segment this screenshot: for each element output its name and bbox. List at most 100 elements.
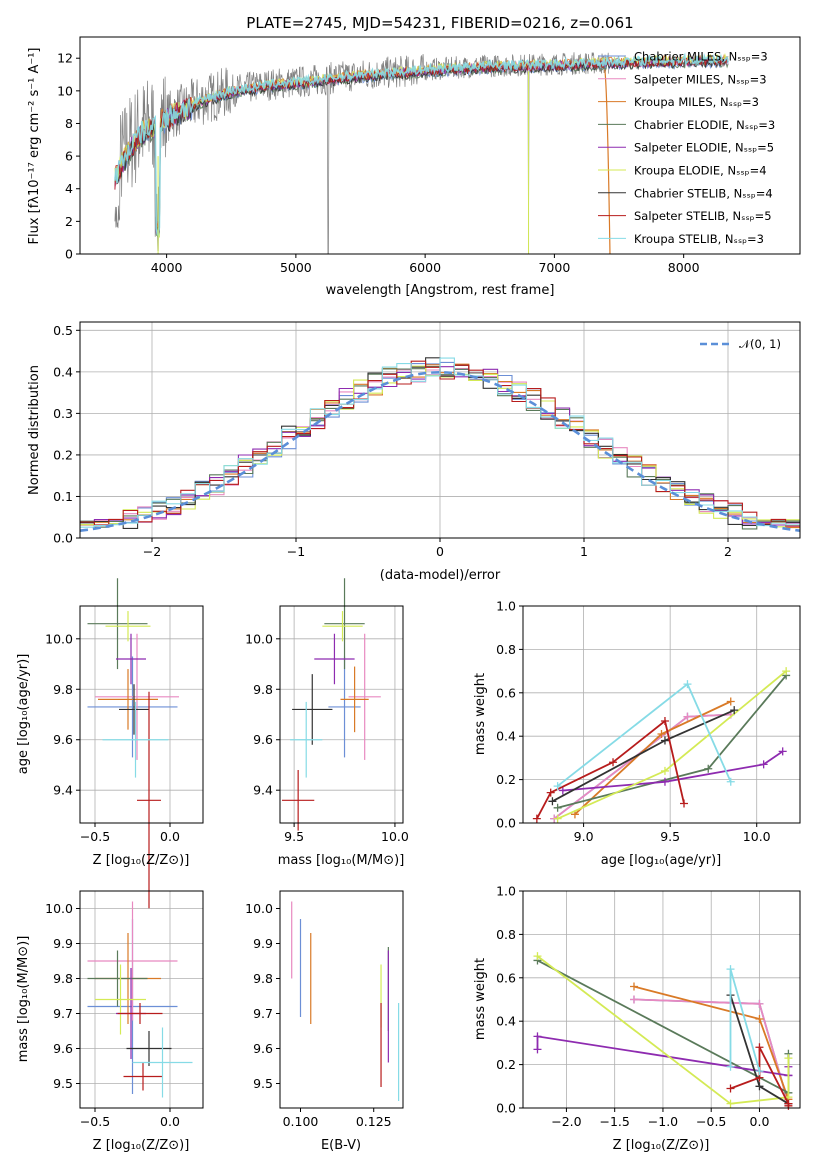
mass-weight-vs-metallicity-x-tick-label: −1.5 [600,1114,630,1129]
mass-vs-ebv-y-tick-label: 10.0 [245,901,273,916]
mass-vs-ebv-panel: 0.100 0.125 9.5 9.6 9.7 9.8 9.9 10.0 E(B-V) [245,890,404,1153]
age-vs-mass-x-tick-label: 10.0 [381,829,409,844]
mass-weight-vs-age-plus-marker [778,747,787,756]
mass-weight-vs-metallicity-plus-marker [533,952,542,961]
age-vs-metallicity-y-label: age [log₁₀(age/yr)] [16,654,31,775]
residual-y-tick-label: 0.1 [53,489,73,504]
spectrum-y-ticks: 0 2 4 6 8 10 12 [57,51,80,262]
residual-x-tick-label: −1 [287,544,305,559]
mass-vs-metallicity-frame [79,890,204,1109]
mass-weight-vs-metallicity-y-tick-label: 1.0 [496,884,516,899]
mass-weight-vs-age-plus-marker [704,764,713,773]
mass-weight-vs-metallicity-y-tick-label: 0.0 [496,1101,516,1116]
mass-weight-vs-age-plus-marker [558,786,567,795]
spectrum-y-tick-label: 12 [57,51,73,66]
age-vs-metallicity-x-tick-label: −0.5 [80,829,110,844]
spectrum-frame [79,36,801,255]
residual-x-tick-label: −2 [143,544,161,559]
residual-x-tick-label: 0 [436,544,444,559]
residual-y-tick-label: 0.3 [53,406,73,421]
mass-weight-vs-age-plus-marker [553,782,562,791]
age-vs-mass-y-tick-label: 9.4 [253,783,273,798]
mass-vs-ebv-x-tick-label: 0.100 [283,1114,319,1129]
mass-weight-vs-metallicity-plus-marker [533,1045,542,1054]
mass-vs-ebv-x-tick-label: 0.125 [356,1114,392,1129]
mass-weight-vs-metallicity-plus-marker [629,995,638,1004]
legend-label: Chabrier STELIB, Nₛₛₚ=4 [634,186,773,200]
mass-weight-vs-age-series-line [553,713,731,820]
mass-weight-vs-age-plus-marker [546,788,555,797]
residual-x-tick-label: 2 [724,544,732,559]
mass-vs-ebv-y-tick-label: 9.6 [253,1041,273,1056]
mass-weight-vs-age-frame [522,605,801,824]
mass-vs-metallicity-y-tick-label: 10.0 [45,901,73,916]
mass-weight-vs-metallicity-y-tick-label: 0.6 [496,970,516,985]
mass-weight-vs-age-plus-marker [548,797,557,806]
legend-label: Salpeter MILES, Nₛₛₚ=3 [634,72,767,86]
mass-vs-ebv-y-tick-label: 9.7 [253,1006,273,1021]
age-vs-metallicity-panel: −0.5 0.0 9.4 9.6 9.8 10.0 Z [log₁₀(Z/Z⊙)] age… [16,578,204,909]
age-vs-mass-y-tick-label: 10.0 [245,631,273,646]
mass-weight-vs-metallicity-plus-marker [755,1067,764,1076]
spectrum-x-label: wavelength [Angstrom, rest frame] [326,283,555,298]
mass-vs-ebv-y-tick-label: 9.5 [253,1076,273,1091]
spectrum-x-tick-label: 4000 [151,260,183,275]
mass-weight-vs-metallicity-plus-marker [755,1082,764,1091]
mass-vs-metallicity-y-tick-label: 9.8 [53,971,73,986]
mass-weight-vs-age-plus-marker [660,717,669,726]
age-vs-metallicity-x-tick-label: 0.0 [160,829,180,844]
mass-vs-ebv-y-tick-label: 9.8 [253,971,273,986]
mass-weight-vs-age-series-line [557,670,787,820]
observed-spectrum-line [114,52,610,254]
mass-weight-vs-age-x-tick-label: 9.0 [574,829,594,844]
mass-weight-vs-age-y-tick-label: 1.0 [496,599,516,614]
spectrum-legend: Chabrier MILES, Nₛₛₚ=3 Salpeter MILES, Nₛ… [598,50,775,246]
residual-y-tick-label: 0.2 [53,447,73,462]
age-vs-mass-x-label: mass [log₁₀(M/M⊙)] [278,853,405,868]
age-vs-metallicity-frame [79,605,204,824]
mass-weight-vs-age-y-tick-label: 0.0 [496,816,516,831]
mass-vs-metallicity-panel: −0.5 0.0 9.5 9.6 9.7 9.8 9.9 10.0 Z [log₁₀(Z/Z⊙… [16,890,204,1153]
residual-y-ticks: 0.0 0.1 0.2 0.3 0.4 0.5 [53,323,80,546]
residual-histogram-step [80,357,800,528]
spectrum-y-label: Flux [fλ10⁻¹⁷ erg cm⁻² s⁻¹ A⁻¹] [27,48,42,245]
mass-weight-vs-age-plus-marker [553,803,562,812]
spectrum-x-tick-label: 8000 [668,260,700,275]
residual-x-ticks: −2 −1 0 1 2 [143,538,732,559]
spectrum-x-tick-label: 7000 [538,260,570,275]
mass-weight-vs-age-plus-marker [683,712,692,721]
mass-weight-vs-age-series-line [553,713,731,820]
mass-weight-vs-age-y-tick-label: 0.2 [496,772,516,787]
mass-weight-vs-age-x-label: age [log₁₀(age/yr)] [601,853,722,868]
mass-weight-vs-metallicity-x-label: Z [log₁₀(Z/Z⊙)] [613,1138,710,1153]
residual-y-tick-label: 0.5 [53,323,73,338]
mass-weight-vs-metallicity-plus-marker [755,1015,764,1024]
age-vs-mass-y-tick-label: 9.6 [253,732,273,747]
legend-label: Kroupa ELODIE, Nₛₛₚ=4 [634,164,767,178]
spectrum-y-tick-label: 2 [65,214,73,229]
mass-weight-vs-age-panel: 9.0 9.5 10.0 0.0 0.2 0.4 0.6 0.8 1.0 age [log₁₀(… [473,599,801,868]
mass-vs-ebv-x-label: E(B-V) [321,1138,361,1153]
mass-weight-vs-age-x-tick-label: 9.5 [660,829,680,844]
spectrum-x-ticks: 4000 5000 6000 7000 8000 [151,254,700,275]
spectrum-x-tick-label: 5000 [280,260,312,275]
mass-weight-vs-age-y-tick-label: 0.6 [496,685,516,700]
mass-weight-vs-metallicity-plus-marker [726,1084,735,1093]
spectrum-title: PLATE=2745, MJD=54231, FIBERID=0216, z=0… [246,14,633,32]
mass-weight-vs-age-y-tick-label: 0.4 [496,729,516,744]
mass-weight-vs-age-plus-marker [683,680,692,689]
mass-weight-vs-metallicity-y-tick-label: 0.4 [496,1014,516,1029]
mass-weight-vs-metallicity-plus-marker [755,999,764,1008]
age-vs-mass-y-tick-label: 9.8 [253,682,273,697]
model-spectrum-line [114,57,729,232]
mass-weight-vs-age-plus-marker [782,667,791,676]
mass-weight-vs-metallicity-panel: −2.0 −1.5 −1.0 −0.5 0.0 0.0 0.2 0.4 0.6 0.8 1.0 Z … [473,884,801,1153]
mass-weight-vs-age-plus-marker [730,706,739,715]
spectrum-y-tick-label: 10 [57,83,73,98]
mass-vs-metallicity-y-label: mass [log₁₀(M/M⊙)] [16,936,31,1063]
mass-weight-vs-metallicity-plus-marker [726,1099,735,1108]
age-vs-mass-x-tick-label: 9.5 [284,829,304,844]
model-edge-drop [604,69,611,254]
mass-weight-vs-age-plus-marker [660,766,669,775]
age-vs-metallicity-y-tick-label: 9.6 [53,732,73,747]
